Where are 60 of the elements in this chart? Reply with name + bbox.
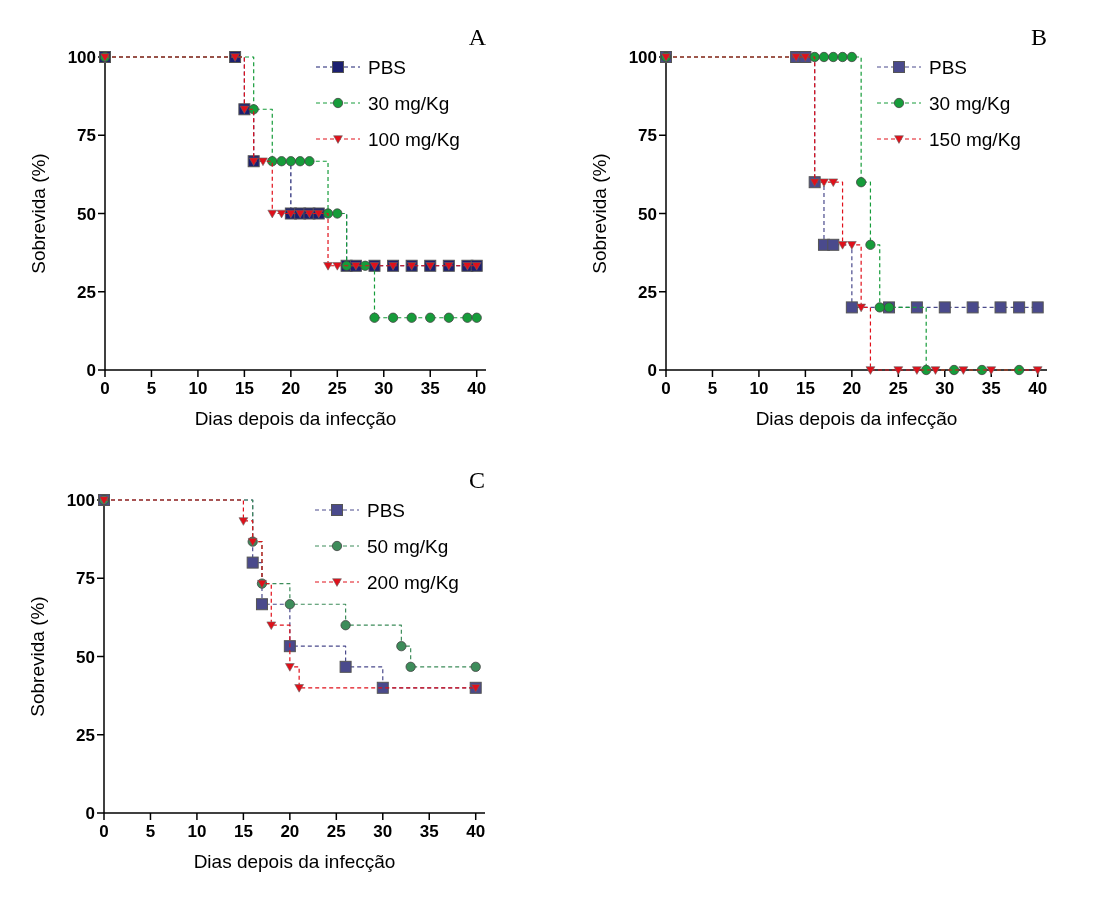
x-tick-label: 5: [145, 822, 156, 841]
x-tick-label: 35: [419, 822, 439, 841]
legend-label: PBS: [929, 57, 968, 78]
legend-label: PBS: [367, 500, 406, 521]
x-tick-label: 30: [374, 379, 394, 398]
y-tick-label: 0: [85, 804, 95, 823]
legend-label: 200 mg/Kg: [367, 572, 459, 593]
x-tick-label: 30: [373, 822, 393, 841]
x-tick-label: 40: [466, 822, 486, 841]
x-tick-label: 20: [280, 822, 300, 841]
x-tick-label: 20: [281, 379, 301, 398]
x-tick-label: 0: [100, 379, 110, 398]
x-tick-label: 0: [99, 822, 109, 841]
x-axis-title: Dias depois da infecção: [193, 851, 396, 872]
y-tick-label: 75: [638, 126, 657, 146]
y-tick-label: 0: [647, 361, 657, 380]
x-tick-label: 10: [187, 822, 207, 841]
x-tick-label: 40: [1028, 379, 1048, 398]
x-tick-label: 20: [842, 379, 862, 398]
y-tick-label: 75: [77, 126, 96, 146]
x-tick-label: 35: [420, 379, 440, 398]
y-tick-label: 100: [66, 491, 95, 510]
x-tick-label: 10: [188, 379, 208, 398]
y-tick-label: 100: [628, 48, 657, 67]
x-tick-label: 40: [467, 379, 487, 398]
chart-title: C: [468, 467, 485, 493]
y-tick-label: 25: [76, 725, 95, 745]
y-tick-label: 50: [638, 204, 657, 224]
x-tick-label: 15: [233, 822, 253, 841]
x-axis-title: Dias depois da infecção: [755, 408, 958, 429]
y-tick-label: 75: [76, 569, 95, 589]
y-tick-label: 25: [638, 282, 657, 302]
x-tick-label: 30: [935, 379, 955, 398]
y-tick-label: 50: [77, 204, 96, 224]
y-axis-title: Sobrevida (%): [589, 153, 610, 274]
y-axis-title: Sobrevida (%): [28, 153, 49, 274]
legend-label: 30 mg/Kg: [929, 93, 1011, 114]
chart-title: A: [468, 24, 487, 50]
x-tick-label: 15: [795, 379, 815, 398]
x-axis-title: Dias depois da infecção: [194, 408, 397, 429]
y-axis-title: Sobrevida (%): [27, 596, 48, 717]
legend-label: PBS: [368, 57, 407, 78]
x-tick-label: 25: [326, 822, 346, 841]
legend-label: 100 mg/Kg: [368, 129, 460, 150]
chart-title: B: [1030, 24, 1047, 50]
x-tick-label: 10: [749, 379, 769, 398]
x-tick-label: 5: [146, 379, 157, 398]
y-tick-label: 0: [86, 361, 96, 380]
x-tick-label: 5: [707, 379, 718, 398]
x-tick-label: 15: [234, 379, 254, 398]
x-tick-label: 25: [888, 379, 908, 398]
legend-label: 30 mg/Kg: [368, 93, 450, 114]
y-tick-label: 100: [67, 48, 96, 67]
x-tick-label: 0: [661, 379, 671, 398]
y-tick-label: 25: [77, 282, 96, 302]
legend-label: 150 mg/Kg: [929, 129, 1021, 150]
x-tick-label: 25: [327, 379, 347, 398]
x-tick-label: 35: [981, 379, 1001, 398]
y-tick-label: 50: [76, 647, 95, 667]
legend-label: 50 mg/Kg: [367, 536, 449, 557]
